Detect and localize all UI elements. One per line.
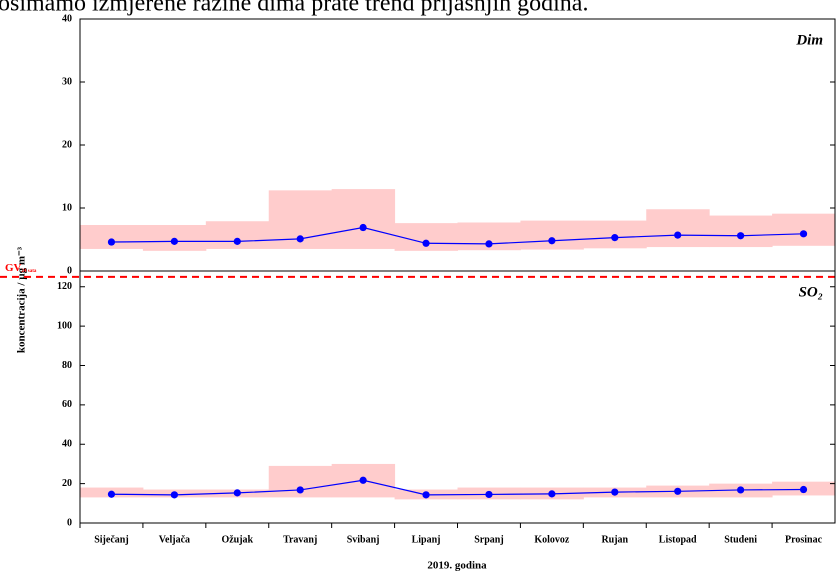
y-axis-label: koncentracija / µg m⁻³	[16, 246, 28, 353]
series-line	[111, 226, 804, 245]
data-point	[548, 490, 556, 498]
header-text: osimamo izmjerene razine dima prate tren…	[0, 0, 588, 17]
x-tick-label: Rujan	[601, 534, 628, 545]
panel-label: Dim	[795, 32, 823, 48]
data-point	[233, 489, 241, 497]
x-tick-label: Lipanj	[412, 534, 441, 545]
data-point	[107, 238, 116, 246]
data-point	[107, 490, 116, 498]
data-point	[737, 232, 745, 240]
y-tick-label: 40	[62, 13, 72, 24]
data-point	[548, 237, 556, 245]
x-tick-label: Srpanj	[474, 534, 503, 545]
data-point	[422, 239, 430, 247]
x-tick-label: Ožujak	[221, 534, 253, 545]
data-point	[485, 490, 493, 499]
reference-label-sub: 24 sata	[22, 269, 37, 274]
x-tick-label: Prosinac	[785, 534, 823, 545]
range-band	[80, 225, 144, 249]
x-tick-label: Svibanj	[347, 534, 380, 545]
reference-label: GV24 sata	[5, 261, 37, 274]
data-point	[485, 240, 493, 248]
y-tick-label: 0	[67, 265, 72, 276]
y-tick-label: 10	[62, 202, 72, 213]
data-point	[296, 235, 304, 243]
x-tick-label: Veljača	[159, 534, 190, 545]
y-tick-label: 20	[62, 478, 72, 489]
range-band	[646, 209, 710, 248]
data-point	[233, 237, 241, 245]
y-tick-label: 30	[62, 76, 72, 87]
data-point	[359, 476, 367, 484]
data-point	[359, 223, 367, 232]
x-tick-label: Travanj	[283, 534, 317, 545]
data-point	[674, 487, 682, 495]
y-tick-label: 100	[57, 320, 72, 331]
x-tick-label: Listopad	[659, 534, 697, 545]
x-tick-label: Studeni	[724, 534, 757, 545]
y-tick-label: 0	[67, 517, 72, 528]
data-point	[611, 488, 619, 496]
data-point	[170, 237, 178, 245]
data-point	[170, 491, 178, 499]
y-tick-label: 60	[62, 399, 72, 410]
reference-label-main: GV	[5, 261, 22, 273]
range-band	[520, 220, 584, 250]
data-point	[674, 231, 682, 239]
data-point	[737, 486, 745, 494]
y-tick-label: 120	[57, 281, 72, 292]
x-axis-label: 2019. godina	[427, 560, 487, 572]
data-point	[799, 230, 808, 238]
data-point	[422, 491, 430, 499]
series-line	[111, 479, 804, 496]
range-band	[772, 213, 836, 246]
panel-label: SO₂	[799, 284, 823, 300]
y-tick-label: 80	[62, 360, 72, 371]
y-tick-label: 20	[62, 139, 72, 150]
data-point	[296, 486, 304, 494]
data-point	[611, 234, 619, 242]
x-tick-label: Kolovoz	[534, 534, 570, 545]
x-tick-label: Siječanj	[94, 534, 128, 545]
data-point	[799, 485, 808, 494]
y-tick-label: 40	[62, 439, 72, 450]
range-band	[709, 215, 773, 248]
range-band	[331, 189, 396, 249]
